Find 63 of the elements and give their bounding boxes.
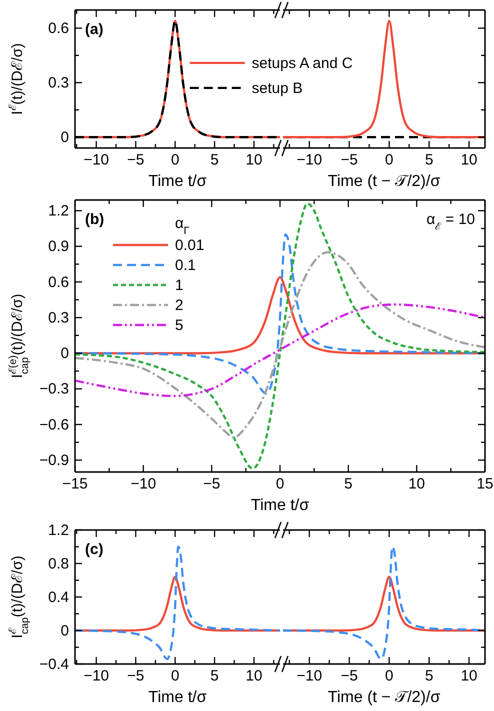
legend-label: 0.1 bbox=[175, 257, 196, 274]
x-tick-label: −5 bbox=[340, 152, 358, 169]
x-tick-label: 10 bbox=[408, 476, 426, 493]
x-tick-label: −10 bbox=[296, 668, 322, 685]
y-tick-label: 0 bbox=[60, 345, 69, 362]
legend-label: 5 bbox=[175, 317, 184, 334]
x-tick-label: 0 bbox=[385, 152, 394, 169]
x-tick-label: 0 bbox=[276, 476, 284, 493]
line-series bbox=[75, 202, 485, 470]
y-tick-label: 0.6 bbox=[48, 274, 69, 291]
x-tick-label: −10 bbox=[84, 668, 110, 685]
x-tick-label: 10 bbox=[460, 152, 478, 169]
annotation: α$_{ℰ}$ = 10 bbox=[426, 211, 475, 233]
x-tick-label: 0 bbox=[385, 668, 394, 685]
x-tick-label: −5 bbox=[127, 668, 144, 685]
y-tick-label: 0.4 bbox=[48, 588, 69, 606]
x-tick-label: 10 bbox=[246, 152, 262, 169]
y-tick-label: 1.2 bbox=[48, 202, 69, 220]
x-axis-title: Time t/σ bbox=[148, 173, 207, 190]
annotation: (a) bbox=[85, 21, 104, 38]
y-tick-label: −0.4 bbox=[39, 656, 69, 673]
legend-title: α$_{Γ}$ bbox=[175, 215, 190, 237]
x-tick-label: −5 bbox=[340, 668, 358, 685]
y-tick-label: −0.3 bbox=[39, 380, 69, 398]
y-tick-label: 0.9 bbox=[48, 238, 69, 256]
x-tick-label: 10 bbox=[460, 668, 478, 685]
x-tick-label: −10 bbox=[130, 476, 156, 493]
legend-label: setups A and C bbox=[252, 54, 353, 72]
x-tick-label: −5 bbox=[127, 152, 144, 169]
x-tick-label: 5 bbox=[210, 152, 219, 169]
y-tick-label: 1.2 bbox=[48, 522, 69, 539]
x-tick-label: 5 bbox=[344, 476, 353, 493]
y-tick-label: 0 bbox=[60, 128, 69, 146]
x-tick-label: 5 bbox=[210, 668, 219, 685]
x-axis-title: Time t/σ bbox=[148, 689, 207, 706]
x-tick-label: −15 bbox=[62, 476, 88, 493]
x-axis-title: Time t/σ bbox=[250, 497, 310, 514]
legend-label: 0.01 bbox=[175, 237, 204, 254]
y-tick-label: 0.3 bbox=[48, 309, 69, 326]
legend-label: 2 bbox=[175, 297, 184, 314]
legend-label: setup B bbox=[252, 80, 303, 97]
y-tick-label: 0.3 bbox=[48, 74, 69, 92]
line-series bbox=[75, 251, 485, 439]
x-tick-label: 10 bbox=[246, 668, 262, 685]
x-tick-label: −10 bbox=[84, 152, 110, 169]
y-tick-label: 0 bbox=[60, 622, 69, 640]
x-tick-label: 15 bbox=[476, 476, 494, 493]
x-tick-label: 0 bbox=[170, 152, 180, 169]
x-tick-label: −5 bbox=[203, 476, 220, 493]
y-tick-label: 0.8 bbox=[48, 555, 69, 572]
annotation: (c) bbox=[85, 541, 104, 558]
line-series bbox=[75, 233, 485, 395]
x-tick-label: −10 bbox=[296, 152, 322, 169]
x-axis-title: Time (t − 𝒯/2)/σ bbox=[328, 689, 440, 706]
annotation: (b) bbox=[85, 211, 104, 228]
x-tick-label: 5 bbox=[424, 152, 434, 169]
legend-label: 1 bbox=[175, 277, 184, 294]
y-tick-label: −0.9 bbox=[39, 452, 69, 469]
y-tick-label: 0.6 bbox=[48, 20, 69, 37]
y-tick-label: −0.6 bbox=[39, 416, 69, 434]
x-tick-label: 5 bbox=[424, 668, 434, 685]
x-axis-title: Time (t − 𝒯/2)/σ bbox=[328, 173, 440, 190]
x-tick-label: 0 bbox=[170, 668, 180, 685]
